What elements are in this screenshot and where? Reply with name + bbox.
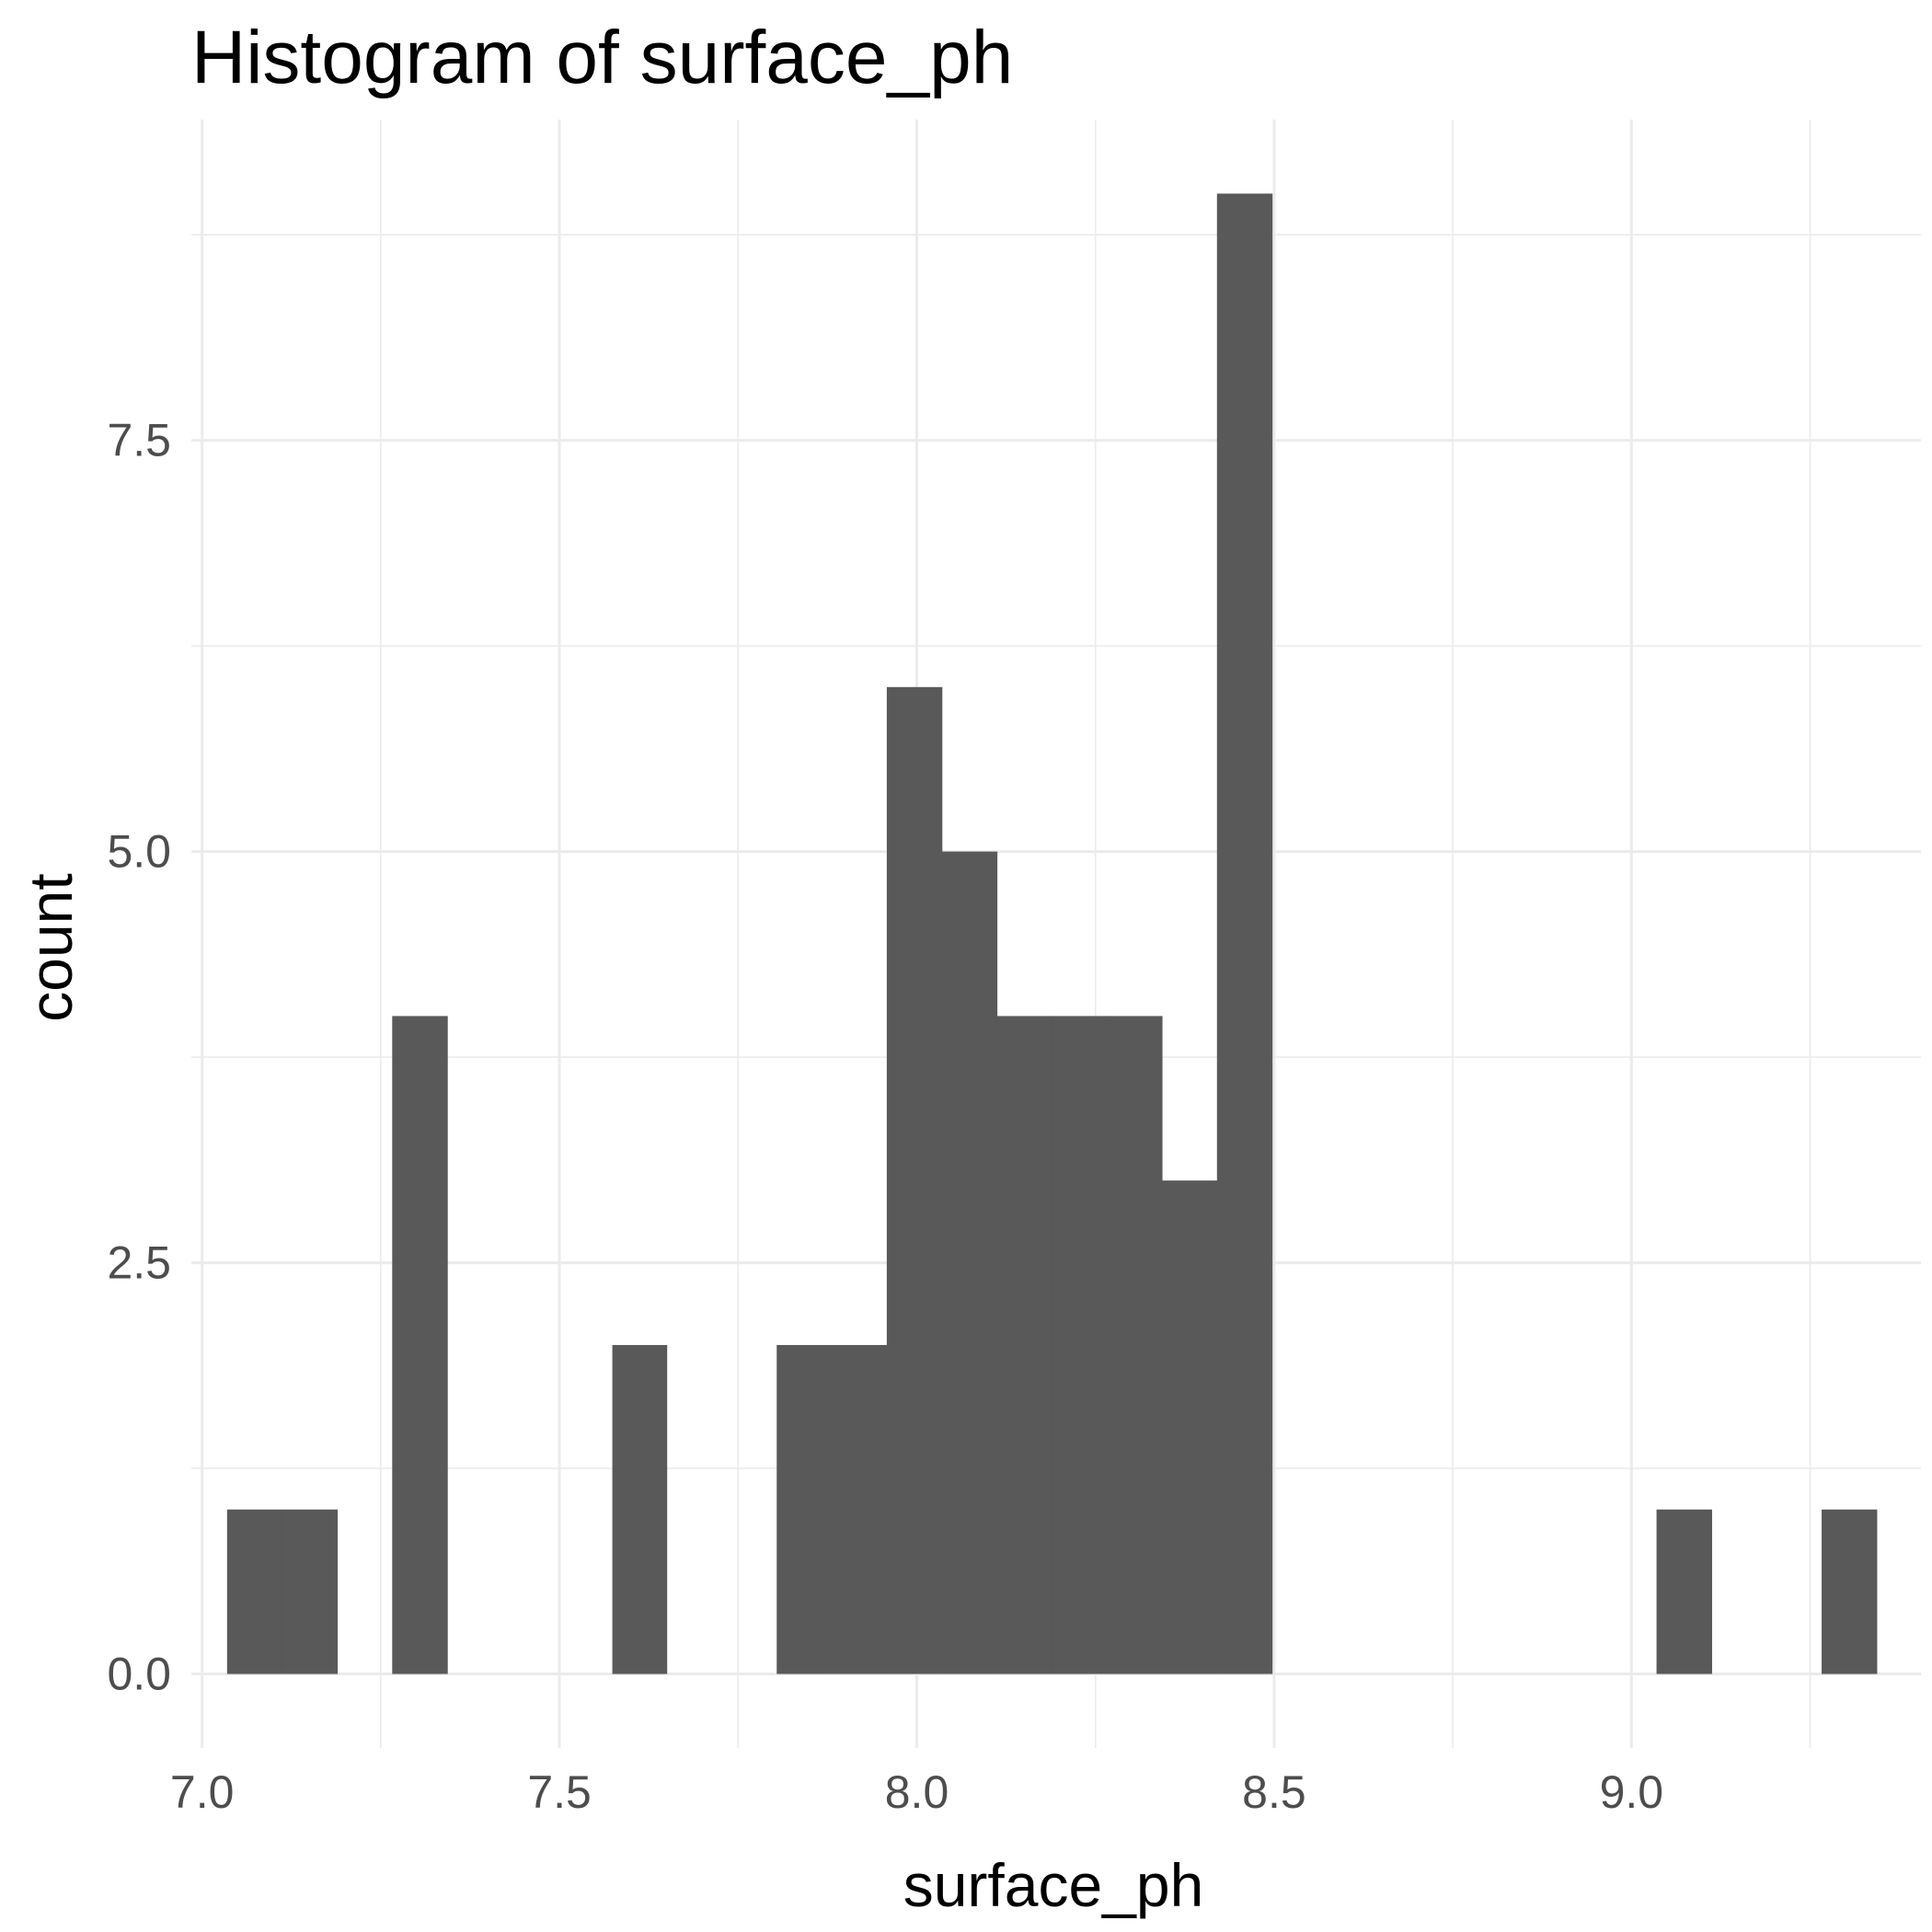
x-axis-title: surface_ph xyxy=(903,1851,1204,1919)
x-tick-label: 8.0 xyxy=(885,1766,949,1818)
x-axis-ticks: 7.0 7.5 8.0 8.5 9.0 xyxy=(170,1766,1663,1818)
histogram-bar xyxy=(392,1016,448,1674)
y-tick-label: 5.0 xyxy=(107,826,171,878)
y-axis-ticks: 0.0 2.5 5.0 7.5 xyxy=(107,415,171,1700)
x-tick-label: 7.5 xyxy=(527,1766,592,1818)
chart-title: Histogram of surface_ph xyxy=(191,16,1013,99)
histogram-bar xyxy=(282,1509,339,1674)
histogram-bar xyxy=(1216,193,1273,1674)
y-tick-label: 0.0 xyxy=(107,1649,171,1700)
histogram-bar xyxy=(612,1344,668,1674)
x-tick-label: 8.5 xyxy=(1242,1766,1306,1818)
histogram-bars xyxy=(226,193,1878,1674)
histogram-bar xyxy=(226,1509,283,1674)
y-tick-label: 2.5 xyxy=(107,1237,171,1289)
histogram-bar xyxy=(996,1016,1052,1674)
y-axis-title: count xyxy=(17,873,85,1021)
histogram-bar xyxy=(941,851,998,1674)
x-tick-label: 7.0 xyxy=(170,1766,235,1818)
histogram-bar xyxy=(832,1344,888,1674)
histogram-bar xyxy=(776,1344,833,1674)
histogram-bar xyxy=(1107,1016,1163,1674)
histogram-bar xyxy=(1052,1016,1108,1674)
x-tick-label: 9.0 xyxy=(1600,1766,1664,1818)
histogram-bar xyxy=(1656,1509,1712,1674)
grid-lines xyxy=(191,120,1921,1748)
histogram-bar xyxy=(886,686,943,1674)
y-tick-label: 7.5 xyxy=(107,415,171,466)
histogram-bar xyxy=(1161,1180,1218,1674)
histogram-bar xyxy=(1822,1509,1878,1674)
